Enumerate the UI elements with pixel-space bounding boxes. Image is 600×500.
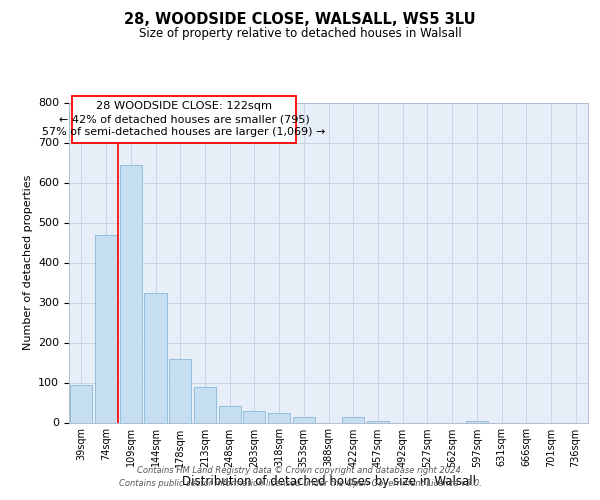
Bar	[243, 412, 265, 422]
Text: Size of property relative to detached houses in Walsall: Size of property relative to detached ho…	[139, 28, 461, 40]
Bar	[466, 420, 488, 422]
Bar	[119, 164, 142, 422]
Bar	[268, 412, 290, 422]
Bar	[218, 406, 241, 422]
Bar	[194, 386, 216, 422]
Bar	[70, 384, 92, 422]
X-axis label: Distribution of detached houses by size in Walsall: Distribution of detached houses by size …	[182, 475, 476, 488]
Bar	[342, 417, 364, 422]
Bar	[95, 234, 117, 422]
Text: Contains HM Land Registry data © Crown copyright and database right 2024.
Contai: Contains HM Land Registry data © Crown c…	[119, 466, 481, 487]
Text: 28, WOODSIDE CLOSE, WALSALL, WS5 3LU: 28, WOODSIDE CLOSE, WALSALL, WS5 3LU	[124, 12, 476, 28]
FancyBboxPatch shape	[71, 96, 296, 142]
Text: ← 42% of detached houses are smaller (795): ← 42% of detached houses are smaller (79…	[59, 114, 310, 124]
Bar	[145, 292, 167, 422]
Text: 28 WOODSIDE CLOSE: 122sqm: 28 WOODSIDE CLOSE: 122sqm	[96, 101, 272, 111]
Y-axis label: Number of detached properties: Number of detached properties	[23, 175, 32, 350]
Bar	[169, 360, 191, 422]
Text: 57% of semi-detached houses are larger (1,069) →: 57% of semi-detached houses are larger (…	[42, 128, 326, 138]
Bar	[293, 417, 315, 422]
Bar	[367, 420, 389, 422]
